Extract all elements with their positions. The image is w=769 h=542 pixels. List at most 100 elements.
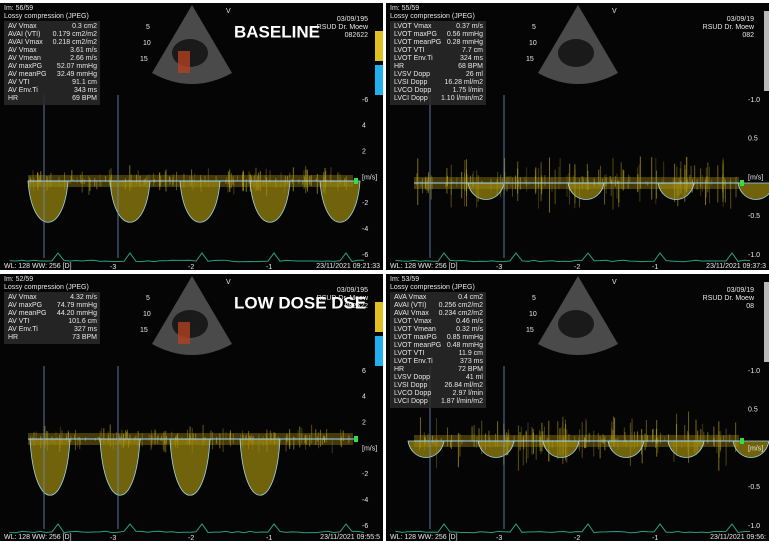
measurement-name: LVOT Vmax [394,23,432,30]
measurement-value: 0.28 mmHg [447,39,483,46]
compression-note: Lossy compression (JPEG) [4,13,89,20]
measurement-name: AVAI (VTI) [8,31,40,38]
velocity-label: [m/s] [362,174,377,181]
header-info: 082622 [345,32,368,39]
measurement-value: 0.218 cm2/m2 [53,39,97,46]
measurement-value: 373 ms [460,358,483,365]
baseline-marker [354,436,358,442]
measurement-value: 44.20 mmHg [57,310,97,317]
velocity-label: -1.0 [748,252,760,259]
header-info: 03/09/19 [727,287,754,294]
depth-label: 5 [146,24,150,31]
measurement-value: 0.4 cm2 [458,294,483,301]
measurement-name: LVOT Env.Ti [394,358,433,365]
measurement-name: AV Env.Ti [8,326,38,333]
page: V51015Im: 56/59Lossy compression (JPEG)A… [0,0,769,542]
depth-label: 15 [526,56,534,63]
echo-panel: V51015Im: 55/59Lossy compression (JPEG)L… [386,3,769,271]
measurement-name: LVSV Dopp [394,374,430,381]
header-info: 082622 [345,303,368,310]
panel-title: BASELINE [234,22,320,41]
time-label: -3 [496,264,502,271]
measurement-name: LVSV Dopp [394,71,430,78]
depth-label: 10 [529,311,537,318]
depth-label: 10 [529,40,537,47]
velocity-label: -2 [362,200,368,207]
measurement-name: LVOT Vmax [394,318,432,325]
velocity-label: 2 [362,420,366,427]
measurement-name: AV Vmax [8,294,37,301]
header-info: 08 [746,303,754,310]
measurement-name: AVAI Vmax [8,39,43,46]
measurement-name: LVSI Dopp [394,79,427,86]
header-info: RSUD Dr. Moew [317,295,369,302]
color-scale [375,302,383,332]
measurement-value: 91.1 cm [72,79,97,86]
velocity-label: 4 [362,123,366,130]
depth-label: 10 [143,311,151,318]
velocity-label: 6 [362,368,366,375]
measurement-value: 101.6 cm [68,318,97,325]
velocity-label: 4 [362,394,366,401]
measurement-value: 32.49 mmHg [57,71,97,78]
time-label: -2 [188,535,194,542]
measurement-value: 4.32 m/s [70,294,97,301]
measurement-value: 69 BPM [72,95,97,102]
ultrasound-heart [558,39,594,67]
measurement-name: LVCI Dopp [394,398,428,405]
measurement-name: AV meanPG [8,310,46,317]
measurement-name: AV Vmax [8,23,37,30]
velocity-label: -0.5 [748,484,760,491]
depth-label: 5 [532,295,536,302]
velocity-label: [m/s] [748,445,763,452]
color-scale [375,336,383,366]
measurement-value: 7.7 cm [462,47,483,54]
measurement-value: 72 BPM [458,366,483,373]
measurement-value: 0.56 mmHg [447,31,483,38]
baseline-marker [740,438,744,444]
measurement-name: LVOT meanPG [394,39,441,46]
measurement-value: 11.9 cm [459,350,484,357]
frame-number: Im: 53/59 [390,276,419,283]
measurement-value: 0.37 m/s [456,23,483,30]
color-flow [178,51,190,73]
time-label: -2 [188,264,194,271]
velocity-label: [m/s] [362,445,377,452]
velocity-label: -4 [362,497,368,504]
time-label: -2 [574,264,580,271]
measurement-value: 68 BPM [458,63,483,70]
header-info: 082 [742,32,754,39]
measurement-name: AVA Vmax [394,294,427,301]
echo-composite: V51015Im: 56/59Lossy compression (JPEG)A… [0,0,769,542]
measurement-name: AVAI Vmax [394,310,429,317]
measurement-name: AV Env.Ti [8,87,38,94]
measurement-name: AV VTI [8,318,30,325]
echo-panel: V51015Im: 53/59Lossy compression (JPEG)A… [386,274,769,542]
frame-number: Im: 52/59 [4,276,33,283]
time-label: -3 [496,535,502,542]
depth-label: 5 [532,24,536,31]
measurement-value: 0.256 cm2/m2 [439,302,483,309]
velocity-label: 2 [362,149,366,156]
measurement-value: 74.79 mmHg [57,302,97,309]
header-info: RSUD Dr. Moew [317,24,369,31]
time-label: -1 [266,264,272,271]
timestamp: 23/11/2021 09:37:3 [706,263,766,270]
color-scale [375,65,383,95]
velocity-label: [m/s] [748,174,763,181]
probe-mark: V [226,279,231,286]
measurement-value: 0.46 m/s [456,318,483,325]
depth-label: 15 [526,327,534,334]
gray-scale [764,282,769,362]
measurement-name: LVCO Dopp [394,390,431,397]
measurement-value: 327 ms [74,326,97,333]
frame-number: Im: 56/59 [4,5,33,12]
window-level: WL: 128 WW: 256 [D] [390,263,458,270]
compression-note: Lossy compression (JPEG) [390,13,475,20]
compression-note: Lossy compression (JPEG) [390,284,475,291]
header-info: 03/09/19 [727,16,754,23]
measurement-name: AV maxPG [8,302,42,309]
measurement-value: 0.85 mmHg [447,334,483,341]
velocity-label: -6 [362,523,368,530]
